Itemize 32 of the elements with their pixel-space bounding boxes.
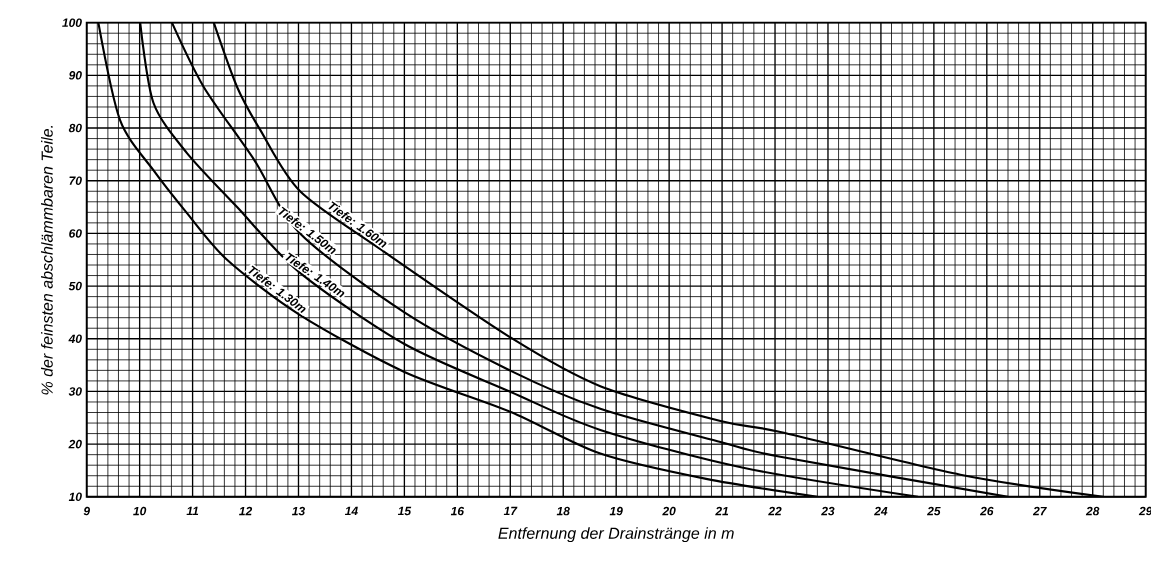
x-tick-label: 16 <box>450 506 465 516</box>
y-tick-label: 50 <box>68 281 82 291</box>
x-tick-label: 10 <box>133 506 147 516</box>
x-tick-label: 11 <box>186 506 199 516</box>
x-axis-title: Entfernung der Drainstränge in m <box>498 527 734 543</box>
x-tick-label: 9 <box>83 506 90 516</box>
x-tick-label: 27 <box>1032 506 1047 516</box>
x-tick-label: 13 <box>292 506 306 516</box>
y-tick-label: 60 <box>69 229 82 238</box>
x-tick-label: 24 <box>874 506 888 516</box>
x-tick-label: 22 <box>768 506 782 516</box>
x-tick-label: 21 <box>715 506 729 516</box>
x-tick-label: 19 <box>609 506 623 516</box>
y-tick-label: 100 <box>62 18 82 28</box>
x-tick-label: 20 <box>662 506 676 516</box>
x-tick-label: 26 <box>979 506 994 516</box>
y-axis-title: % der feinsten abschlämmbaren Teile. <box>41 126 53 395</box>
y-tick-label: 40 <box>68 334 82 344</box>
x-tick-label: 17 <box>503 506 518 516</box>
x-tick-label: 12 <box>239 506 253 516</box>
x-tick-label: 14 <box>344 506 358 516</box>
x-tick-label: 18 <box>556 506 570 516</box>
x-tick-label: 23 <box>821 506 835 516</box>
x-tick-label: 25 <box>927 506 941 516</box>
y-tick-label: 70 <box>69 176 82 186</box>
y-tick-label: 10 <box>68 492 82 502</box>
y-tick-label: 80 <box>68 123 82 133</box>
y-tick-label: 20 <box>68 439 82 449</box>
y-tick-label: 90 <box>68 71 82 80</box>
y-tick-label: 30 <box>68 387 82 396</box>
x-tick-label: 15 <box>397 506 412 516</box>
x-tick-label: 28 <box>1085 506 1100 516</box>
